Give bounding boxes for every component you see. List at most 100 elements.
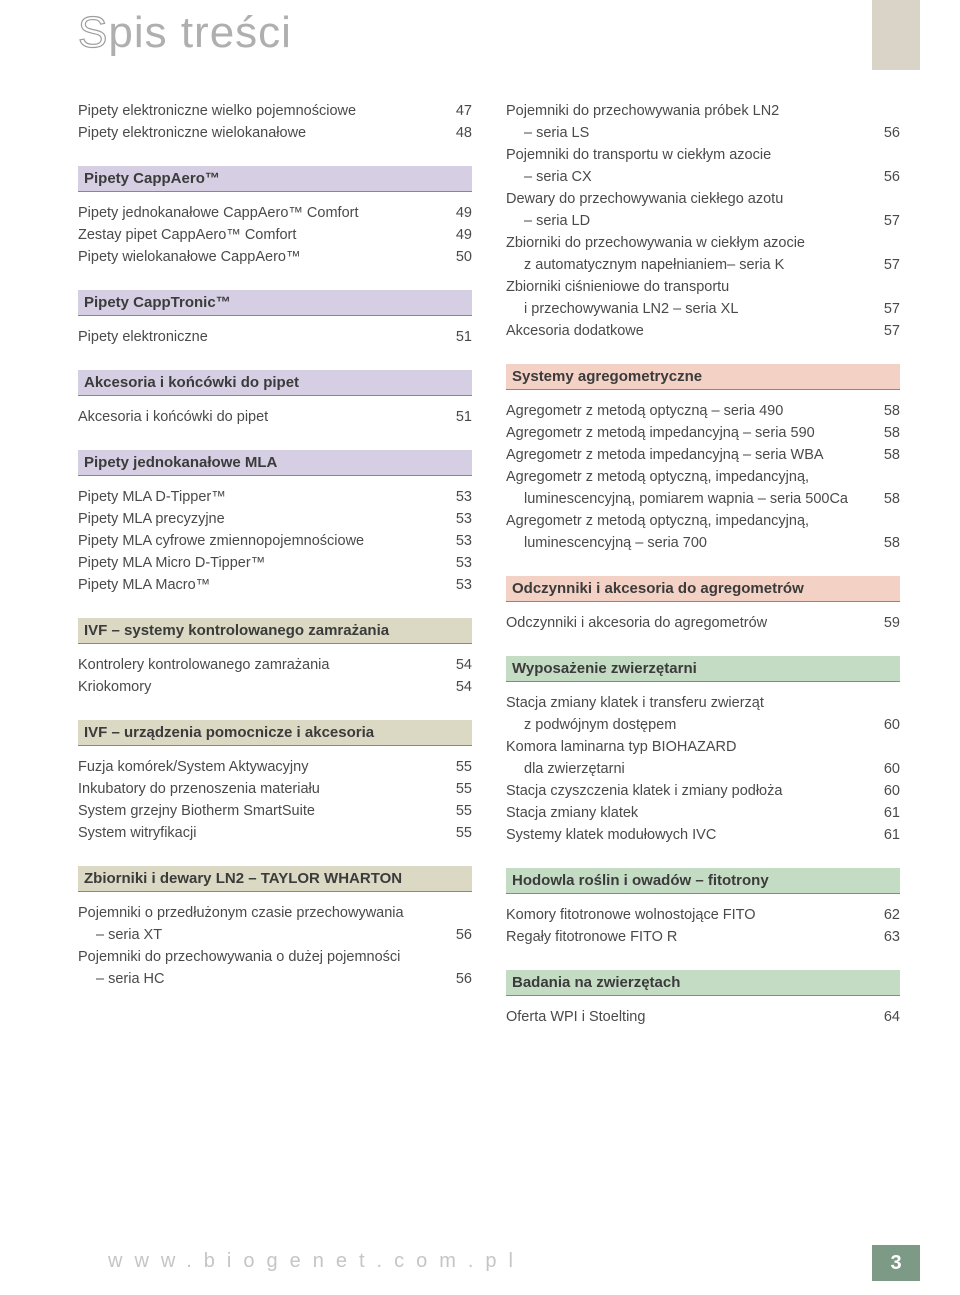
toc-entry[interactable]: Komora laminarna typ BIOHAZARD <box>506 736 900 758</box>
toc-entry-page: 55 <box>442 778 472 800</box>
toc-entry[interactable]: Pipety elektroniczne wielko pojemnościow… <box>78 100 472 122</box>
toc-entry-page: 56 <box>870 122 900 144</box>
toc-entry[interactable]: Systemy klatek modułowych IVC61 <box>506 824 900 846</box>
toc-entry[interactable]: Pipety MLA precyzyjne53 <box>78 508 472 530</box>
toc-entry[interactable]: dla zwierzętarni60 <box>506 758 900 780</box>
page-number-box: 3 <box>872 1245 920 1281</box>
toc-entry[interactable]: System grzejny Biotherm SmartSuite55 <box>78 800 472 822</box>
toc-entry-label: i przechowywania LN2 – seria XL <box>506 298 870 320</box>
toc-entry[interactable]: Agregometr z metodą impedancyjną – seria… <box>506 422 900 444</box>
toc-entry[interactable]: Stacja zmiany klatek61 <box>506 802 900 824</box>
toc-entry[interactable]: Pipety elektroniczne51 <box>78 326 472 348</box>
toc-entry[interactable]: Pipety wielokanałowe CappAero™50 <box>78 246 472 268</box>
toc-entry[interactable]: Agregometr z metoda impedancyjną – seria… <box>506 444 900 466</box>
toc-entry[interactable]: System witryfikacji55 <box>78 822 472 844</box>
toc-entry[interactable]: Akcesoria dodatkowe57 <box>506 320 900 342</box>
toc-entry[interactable]: Pipety MLA Micro D-Tipper™53 <box>78 552 472 574</box>
section-heading: IVF – urządzenia pomocnicze i akcesoria <box>78 720 472 746</box>
toc-entry[interactable]: Stacja czyszczenia klatek i zmiany podło… <box>506 780 900 802</box>
toc-entry[interactable]: Agregometr z metodą optyczną – seria 490… <box>506 400 900 422</box>
toc-entry-page: 58 <box>870 400 900 422</box>
toc-entry[interactable]: Pojemniki do przechowywania o dużej poje… <box>78 946 472 968</box>
toc-entry-label: Pipety MLA cyfrowe zmiennopojemnościowe <box>78 530 442 552</box>
toc-entry-page: 53 <box>442 508 472 530</box>
toc-entry-label: Pipety elektroniczne <box>78 326 442 348</box>
section-heading: Pipety CappAero™ <box>78 166 472 192</box>
section-heading: Systemy agregometryczne <box>506 364 900 390</box>
toc-entry-page: 61 <box>870 802 900 824</box>
toc-entry[interactable]: Pipety MLA D-Tipper™53 <box>78 486 472 508</box>
toc-entry-label: Pipety jednokanałowe CappAero™ Comfort <box>78 202 442 224</box>
toc-entry-label: Pipety MLA Macro™ <box>78 574 442 596</box>
toc-entry[interactable]: Pojemniki do transportu w ciekłym azocie <box>506 144 900 166</box>
toc-entry[interactable]: Kriokomory54 <box>78 676 472 698</box>
toc-entry[interactable]: Odczynniki i akcesoria do agregometrów59 <box>506 612 900 634</box>
toc-entry-page: 54 <box>442 676 472 698</box>
toc-entry-page: 58 <box>870 422 900 444</box>
toc-entry[interactable]: Oferta WPI i Stoelting64 <box>506 1006 900 1028</box>
toc-entry[interactable]: Pipety MLA cyfrowe zmiennopojemnościowe5… <box>78 530 472 552</box>
toc-entry[interactable]: Dewary do przechowywania ciekłego azotu <box>506 188 900 210</box>
toc-entry-label: Agregometr z metodą impedancyjną – seria… <box>506 422 870 444</box>
toc-entry-page: 50 <box>442 246 472 268</box>
toc-entry[interactable]: i przechowywania LN2 – seria XL57 <box>506 298 900 320</box>
toc-entry[interactable]: – seria LS56 <box>506 122 900 144</box>
toc-entry-page: 64 <box>870 1006 900 1028</box>
toc-entry-label: Komora laminarna typ BIOHAZARD <box>506 736 870 758</box>
toc-entry[interactable]: – seria CX56 <box>506 166 900 188</box>
toc-entry[interactable]: – seria XT56 <box>78 924 472 946</box>
toc-entry[interactable]: luminescencyjną – seria 70058 <box>506 532 900 554</box>
toc-entry-label: Pipety MLA Micro D-Tipper™ <box>78 552 442 574</box>
toc-entry-page: 60 <box>870 758 900 780</box>
toc-entry-label: System grzejny Biotherm SmartSuite <box>78 800 442 822</box>
toc-entry[interactable]: Kontrolery kontrolowanego zamrażania54 <box>78 654 472 676</box>
toc-entry[interactable]: Zbiorniki ciśnieniowe do transportu <box>506 276 900 298</box>
toc-entry[interactable]: Zestay pipet CappAero™ Comfort49 <box>78 224 472 246</box>
toc-entry-label: – seria CX <box>506 166 870 188</box>
toc-entry[interactable]: Stacja zmiany klatek i transferu zwierzą… <box>506 692 900 714</box>
toc-entry[interactable]: – seria HC56 <box>78 968 472 990</box>
toc-entry[interactable]: Pojemniki o przedłużonym czasie przechow… <box>78 902 472 924</box>
toc-entry[interactable]: Pipety jednokanałowe CappAero™ Comfort49 <box>78 202 472 224</box>
toc-entry[interactable]: Pipety MLA Macro™53 <box>78 574 472 596</box>
toc-entry-page: 63 <box>870 926 900 948</box>
toc-entry-label: Agregometr z metoda impedancyjną – seria… <box>506 444 870 466</box>
toc-entry-page: 47 <box>442 100 472 122</box>
toc-entry[interactable]: Agregometr z metodą optyczną, impedancyj… <box>506 510 900 532</box>
toc-entry[interactable]: – seria LD57 <box>506 210 900 232</box>
toc-entry-label: Zbiorniki ciśnieniowe do transportu <box>506 276 870 298</box>
toc-entry[interactable]: Akcesoria i końcówki do pipet51 <box>78 406 472 428</box>
toc-entry-label: Pipety elektroniczne wielokanałowe <box>78 122 442 144</box>
toc-entry[interactable]: Pojemniki do przechowywania próbek LN2 <box>506 100 900 122</box>
toc-entry[interactable]: Zbiorniki do przechowywania w ciekłym az… <box>506 232 900 254</box>
section-heading: Badania na zwierzętach <box>506 970 900 996</box>
toc-entry[interactable]: Fuzja komórek/System Aktywacyjny55 <box>78 756 472 778</box>
section-heading: Zbiorniki i dewary LN2 – TAYLOR WHARTON <box>78 866 472 892</box>
toc-entry-label: Dewary do przechowywania ciekłego azotu <box>506 188 870 210</box>
page-number: 3 <box>890 1252 901 1275</box>
toc-entry-label: Pipety MLA precyzyjne <box>78 508 442 530</box>
toc-entry[interactable]: Pipety elektroniczne wielokanałowe48 <box>78 122 472 144</box>
toc-entry-page: 62 <box>870 904 900 926</box>
toc-entry-label: Pipety elektroniczne wielko pojemnościow… <box>78 100 442 122</box>
toc-entry-page: 49 <box>442 202 472 224</box>
toc-entry-label: Zestay pipet CappAero™ Comfort <box>78 224 442 246</box>
toc-entry[interactable]: z podwójnym dostępem60 <box>506 714 900 736</box>
toc-right-column: Pojemniki do przechowywania próbek LN2– … <box>506 100 900 1028</box>
section-heading: Akcesoria i końcówki do pipet <box>78 370 472 396</box>
toc-entry[interactable]: Regały fitotronowe FITO R63 <box>506 926 900 948</box>
toc-entry[interactable]: Komory fitotronowe wolnostojące FITO62 <box>506 904 900 926</box>
toc-entry-page: 53 <box>442 486 472 508</box>
toc-entry-page: 60 <box>870 714 900 736</box>
toc-entry-label: Fuzja komórek/System Aktywacyjny <box>78 756 442 778</box>
toc-entry-page: 54 <box>442 654 472 676</box>
toc-entry-label: Pojemniki do przechowywania o dużej poje… <box>78 946 442 968</box>
toc-entry[interactable]: z automatycznym napełnianiem– seria K57 <box>506 254 900 276</box>
toc-entry-page: 53 <box>442 552 472 574</box>
section-heading: Hodowla roślin i owadów – fitotrony <box>506 868 900 894</box>
toc-entry-page: 57 <box>870 320 900 342</box>
toc-entry-label: Kontrolery kontrolowanego zamrażania <box>78 654 442 676</box>
toc-entry[interactable]: Inkubatory do przenoszenia materiału55 <box>78 778 472 800</box>
toc-entry[interactable]: luminescencyjną, pomiarem wapnia – seria… <box>506 488 900 510</box>
toc-entry[interactable]: Agregometr z metodą optyczną, impedancyj… <box>506 466 900 488</box>
